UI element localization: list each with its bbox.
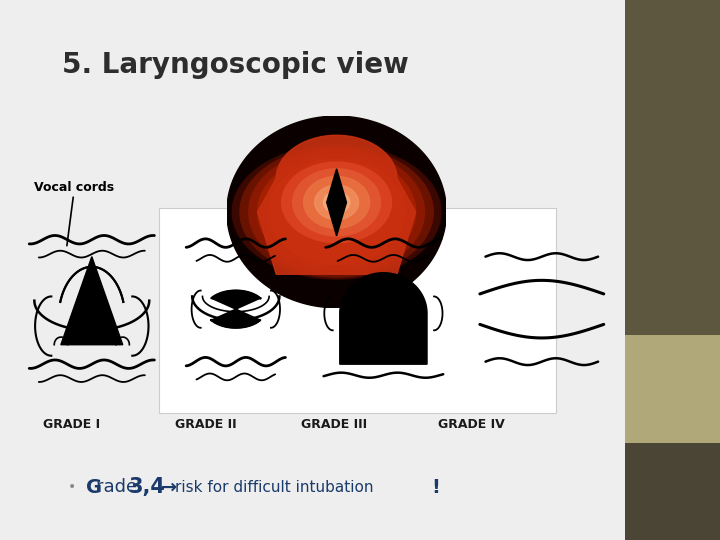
Polygon shape — [249, 150, 425, 274]
Text: Vocal cords: Vocal cords — [35, 181, 114, 246]
Text: GRADE I: GRADE I — [43, 418, 100, 431]
Polygon shape — [211, 291, 261, 328]
Text: GRADE III: GRADE III — [301, 418, 367, 431]
Polygon shape — [61, 256, 122, 345]
Polygon shape — [269, 159, 405, 265]
Text: risk for difficult intubation: risk for difficult intubation — [175, 480, 374, 495]
Polygon shape — [282, 162, 392, 242]
Text: G: G — [86, 477, 102, 497]
Polygon shape — [327, 169, 346, 236]
Text: !: ! — [431, 477, 440, 497]
Polygon shape — [323, 192, 350, 213]
Text: 5. Laryngoscopic view: 5. Laryngoscopic view — [63, 51, 409, 79]
Bar — [625, 443, 720, 540]
Polygon shape — [304, 177, 369, 228]
Polygon shape — [258, 136, 415, 274]
Polygon shape — [258, 154, 415, 269]
Text: rade: rade — [96, 478, 143, 496]
Text: →: → — [154, 477, 184, 497]
Polygon shape — [315, 185, 359, 220]
Polygon shape — [227, 116, 446, 308]
Text: GRADE II: GRADE II — [176, 418, 237, 431]
Polygon shape — [340, 273, 427, 364]
Text: Epiglottis: Epiglottis — [338, 176, 407, 248]
FancyBboxPatch shape — [159, 208, 557, 413]
Polygon shape — [240, 147, 433, 277]
Text: 3,4: 3,4 — [128, 477, 165, 497]
Bar — [625, 335, 720, 443]
Text: •: • — [68, 480, 76, 494]
Polygon shape — [233, 145, 441, 279]
Text: GRADE IV: GRADE IV — [438, 418, 505, 431]
Polygon shape — [293, 169, 381, 236]
Bar — [625, 0, 720, 335]
